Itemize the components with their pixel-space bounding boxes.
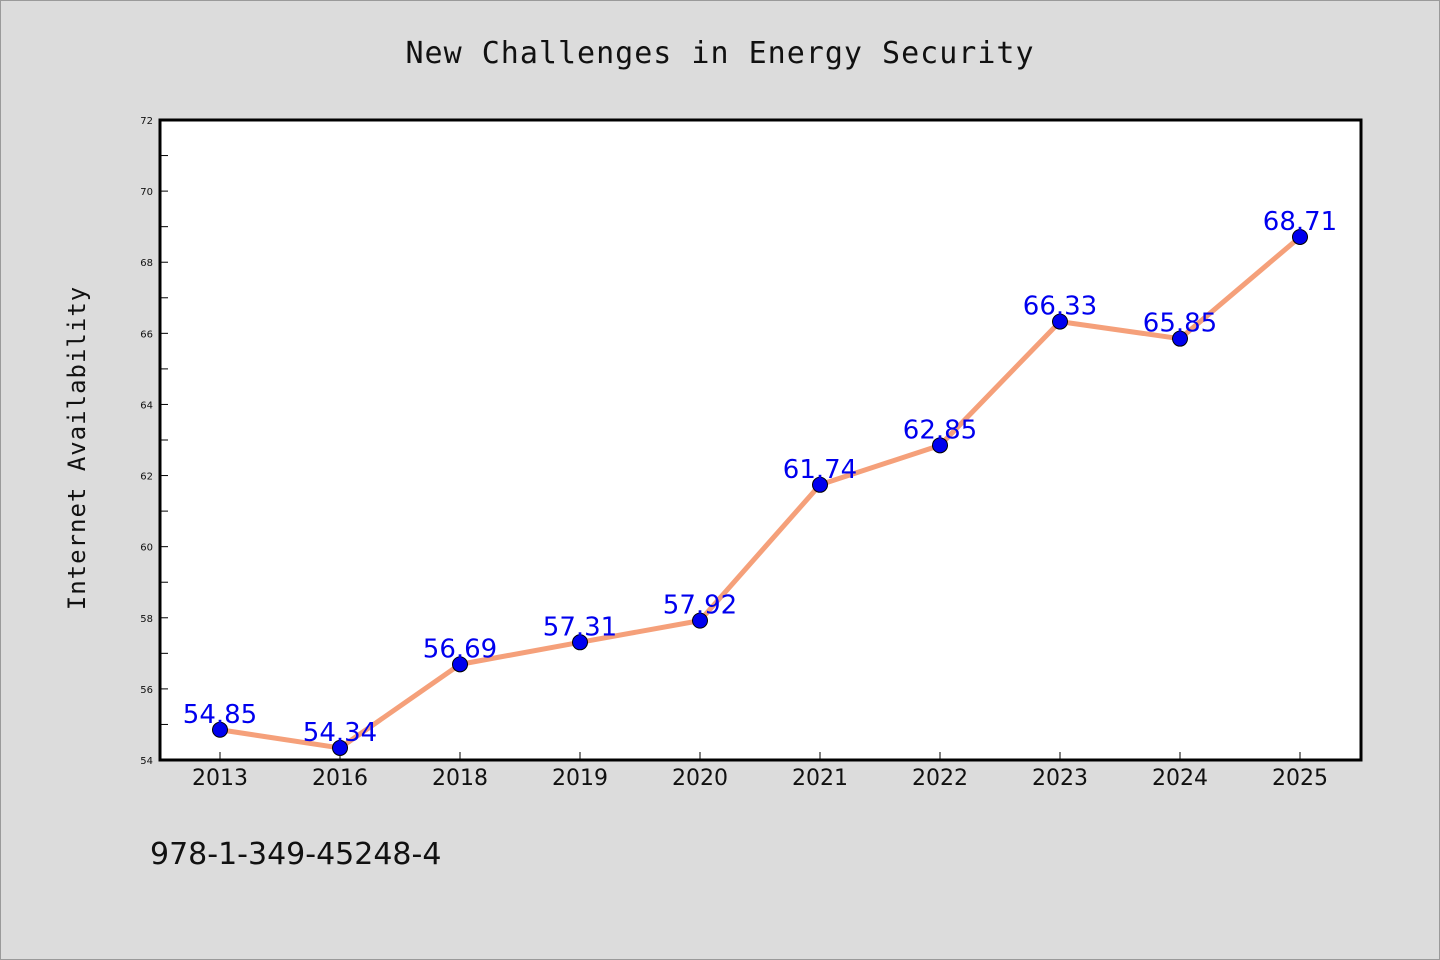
data-point <box>932 437 948 454</box>
y-tick-label: 68 <box>140 258 153 269</box>
data-point <box>1052 313 1068 330</box>
x-tick-label: 2023 <box>1032 766 1088 791</box>
data-point <box>212 721 228 738</box>
data-label: 62.85 <box>903 415 977 445</box>
y-tick-label: 66 <box>140 329 153 340</box>
y-tick-label: 64 <box>140 400 153 411</box>
series-layer <box>212 228 1308 756</box>
footer-isbn: 978-1-349-45248-4 <box>150 837 441 872</box>
x-tick-label: 2025 <box>1272 766 1328 791</box>
data-label: 61.74 <box>783 455 857 485</box>
x-axis-ticks: 2013 2016 2018 2019 2020 2021 2022 2023 2024 2025 <box>192 752 1328 791</box>
y-tick-label: 56 <box>140 685 153 696</box>
x-tick-label: 2021 <box>792 766 848 791</box>
y-axis-label: Internet Availability <box>63 286 91 610</box>
x-tick-label: 2018 <box>432 766 488 791</box>
data-point <box>1172 330 1188 347</box>
y-tick-label: 54 <box>140 756 153 767</box>
data-point <box>812 476 828 493</box>
y-tick-label: 58 <box>140 614 153 625</box>
data-label: 54.85 <box>183 700 257 730</box>
data-label: 56.69 <box>423 634 497 664</box>
x-tick-label: 2016 <box>312 766 368 791</box>
data-label: 68.71 <box>1263 207 1337 237</box>
chart-title: New Challenges in Energy Security <box>405 36 1034 71</box>
x-tick-label: 2024 <box>1152 766 1208 791</box>
x-tick-label: 2019 <box>552 766 608 791</box>
plot-area <box>158 118 1363 762</box>
data-point <box>572 634 588 651</box>
x-tick-label: 2020 <box>672 766 728 791</box>
series-line <box>217 234 1303 751</box>
data-label: 66.33 <box>1023 292 1097 322</box>
data-labels: 54.85 54.34 56.69 57.31 57.92 61.74 62.85 66.33… <box>183 207 1337 748</box>
x-tick-label: 2013 <box>192 766 248 791</box>
y-axis-ticks: 54 56 58 60 62 64 66 68 70 72 <box>140 116 168 767</box>
y-tick-label: 70 <box>140 187 153 198</box>
data-label: 54.34 <box>303 718 377 748</box>
data-point <box>692 612 708 629</box>
y-tick-label: 60 <box>140 543 153 554</box>
x-tick-label: 2022 <box>912 766 968 791</box>
y-tick-label: 62 <box>140 472 153 483</box>
data-label: 65.85 <box>1143 309 1217 339</box>
data-point <box>1292 228 1308 245</box>
y-tick-label: 72 <box>140 116 153 127</box>
data-label: 57.31 <box>543 612 617 642</box>
data-label: 57.92 <box>663 591 737 621</box>
data-point <box>332 739 348 756</box>
data-point <box>452 656 468 673</box>
